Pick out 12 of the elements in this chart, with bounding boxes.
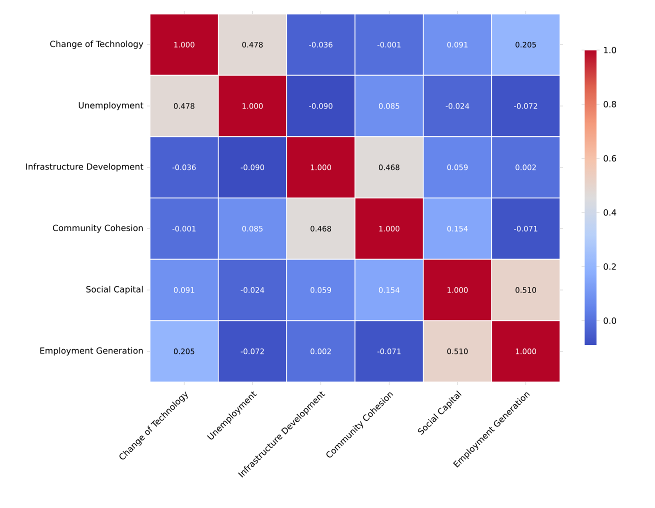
color-bar-label: 0.0 — [604, 318, 616, 324]
color-bar-label: 0.4 — [604, 209, 616, 216]
y-tick-label: Infrastructure Development — [26, 163, 144, 172]
y-tick-label: Social Capital — [86, 286, 143, 294]
y-tick-label: Employment Generation — [40, 347, 143, 356]
color-bar-label: 0.2 — [604, 263, 616, 270]
color-bar-label: 0.8 — [604, 100, 616, 108]
y-tick-label: Unemployment — [78, 102, 144, 110]
y-tick-label: Community Cohesion — [52, 224, 143, 233]
y-tick-label: Change of Technology — [50, 40, 144, 49]
color-bar-label: 0.6 — [604, 155, 616, 162]
color-bar-label: 1.0 — [604, 46, 616, 54]
